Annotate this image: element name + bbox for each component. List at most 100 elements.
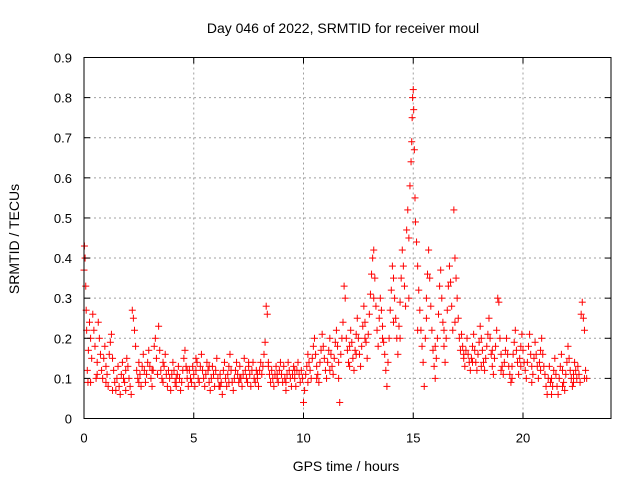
data-point (389, 274, 397, 282)
data-point (270, 382, 278, 390)
data-point (357, 362, 365, 370)
data-point (158, 374, 166, 382)
data-point (458, 330, 466, 338)
data-point (539, 350, 547, 358)
data-point (251, 378, 259, 386)
data-point (537, 366, 545, 374)
data-point (129, 314, 137, 322)
data-point (263, 310, 271, 318)
data-point (201, 382, 209, 390)
data-point (377, 306, 385, 314)
data-point (315, 378, 323, 386)
data-point (503, 334, 511, 342)
data-point (364, 330, 372, 338)
data-point (384, 358, 392, 366)
data-point (375, 314, 383, 322)
data-point (394, 350, 402, 358)
data-point (329, 370, 337, 378)
data-point (551, 354, 559, 362)
data-point (511, 326, 519, 334)
data-point (241, 366, 249, 374)
data-point (557, 350, 565, 358)
data-point (219, 366, 227, 374)
data-point (102, 378, 110, 386)
data-point (445, 262, 453, 270)
data-point (302, 370, 310, 378)
data-point (170, 366, 178, 374)
data-point (461, 362, 469, 370)
data-point (405, 234, 413, 242)
data-point (261, 338, 269, 346)
data-point (510, 338, 518, 346)
data-point (304, 350, 312, 358)
data-point (316, 358, 324, 366)
data-point (256, 366, 264, 374)
data-point (93, 370, 101, 378)
data-point (481, 366, 489, 374)
data-point (217, 378, 225, 386)
data-point (487, 350, 495, 358)
data-point (140, 366, 148, 374)
data-point (533, 362, 541, 370)
data-point (173, 370, 181, 378)
data-point (95, 334, 103, 342)
data-point (373, 326, 381, 334)
data-point (386, 306, 394, 314)
data-point (147, 374, 155, 382)
data-point (161, 350, 169, 358)
data-point (414, 326, 422, 334)
data-point (379, 334, 387, 342)
data-point (431, 374, 439, 382)
data-point (512, 346, 520, 354)
data-point (197, 350, 205, 358)
data-point (490, 354, 498, 362)
data-point (555, 374, 563, 382)
data-point (291, 374, 299, 382)
data-point (212, 366, 220, 374)
data-point (342, 334, 350, 342)
data-point (150, 342, 158, 350)
data-point (347, 326, 355, 334)
data-point (335, 374, 343, 382)
data-point (361, 318, 369, 326)
data-point (275, 366, 283, 374)
data-point (340, 282, 348, 290)
data-point (341, 294, 349, 302)
data-point (550, 366, 558, 374)
data-point (100, 354, 108, 362)
data-point (443, 306, 451, 314)
data-point (554, 390, 562, 398)
data-point (453, 294, 461, 302)
data-point (84, 346, 92, 354)
y-tick-label: 0 (65, 412, 72, 427)
data-point (182, 362, 190, 370)
data-point (317, 346, 325, 354)
data-point (477, 334, 485, 342)
data-point (113, 374, 121, 382)
data-point (171, 378, 179, 386)
data-point (529, 370, 537, 378)
data-point (403, 226, 411, 234)
data-point (127, 390, 135, 398)
data-point (422, 294, 430, 302)
data-point (268, 366, 276, 374)
data-points (80, 86, 591, 406)
data-point (409, 94, 417, 102)
data-point (260, 350, 268, 358)
data-point (398, 246, 406, 254)
data-point (105, 350, 113, 358)
data-point (482, 354, 490, 362)
y-axis-label: SRMTID / TECUs (6, 184, 22, 294)
data-point (561, 386, 569, 394)
data-point (85, 318, 93, 326)
data-point (371, 274, 379, 282)
data-point (548, 390, 556, 398)
data-point (537, 346, 545, 354)
data-point (400, 282, 408, 290)
data-point (452, 274, 460, 282)
data-point (137, 382, 145, 390)
data-point (372, 302, 380, 310)
data-point (267, 378, 275, 386)
data-point (200, 374, 208, 382)
data-point (439, 318, 447, 326)
